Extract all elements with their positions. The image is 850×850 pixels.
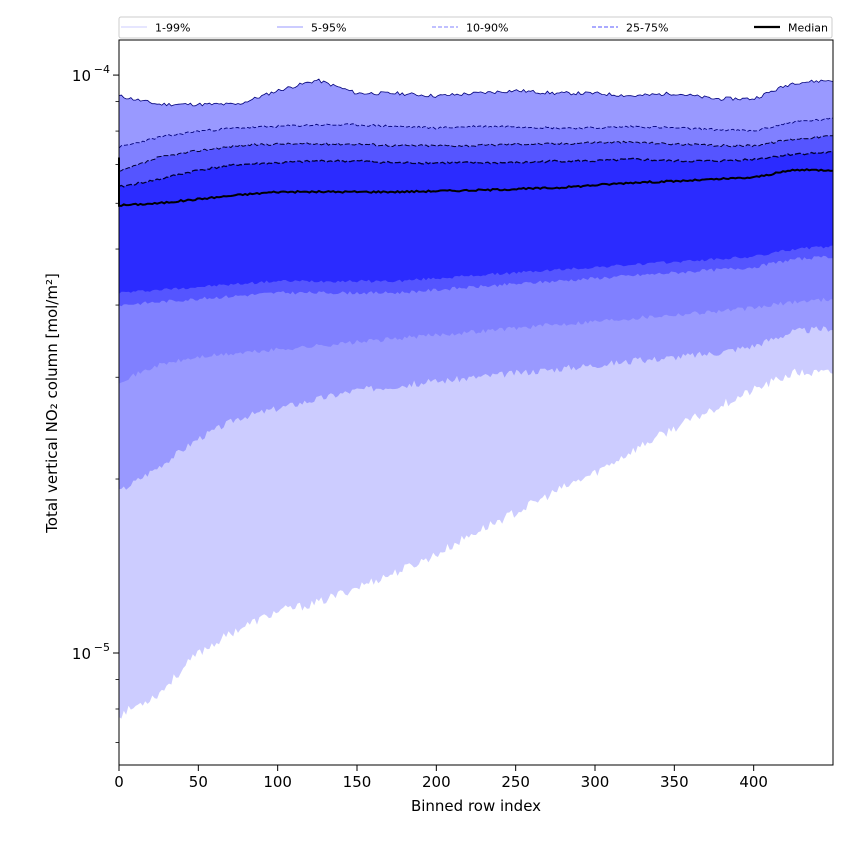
x-tick-label: 300: [581, 773, 610, 791]
legend-label: Median: [788, 22, 828, 35]
y-tick-label-exponent: −5: [94, 641, 110, 654]
x-tick-label: 200: [422, 773, 451, 791]
band-inner: [119, 151, 833, 294]
x-axis-label: Binned row index: [411, 797, 541, 815]
y-tick-label: 10: [72, 67, 91, 85]
legend: 1-99% 5-95% 10-90% 25-75% Median: [118, 16, 833, 39]
line-75pct: [118, 135, 833, 172]
y-tick-label: 10: [72, 645, 91, 663]
legend-label: 10-90%: [466, 22, 508, 35]
legend-box: [118, 16, 833, 39]
x-tick-label: 250: [501, 773, 530, 791]
line-99pct: [118, 78, 834, 107]
plot-frame: [118, 39, 834, 766]
percentile-lines: [118, 78, 834, 207]
x-tick-label: 0: [114, 773, 124, 791]
line-90pct: [118, 117, 834, 149]
legend-label: 5-95%: [311, 22, 346, 35]
x-axis-ticks: 0 50 100 150 200 250 300 350 400: [114, 765, 768, 791]
median-line: [118, 157, 834, 207]
x-tick-label: 150: [343, 773, 372, 791]
line-inner-upper: [118, 150, 834, 188]
x-tick-label: 400: [739, 773, 768, 791]
x-tick-label: 100: [263, 773, 292, 791]
x-tick-label: 350: [660, 773, 689, 791]
legend-label: 25-75%: [626, 22, 668, 35]
y-axis-ticks: 10−510−4: [72, 63, 119, 743]
y-axis-label: Total vertical NO₂ column [mol/m²]: [43, 273, 61, 534]
x-tick-label: 50: [189, 773, 208, 791]
legend-label: 1-99%: [155, 22, 190, 35]
y-tick-label-exponent: −4: [94, 63, 110, 76]
